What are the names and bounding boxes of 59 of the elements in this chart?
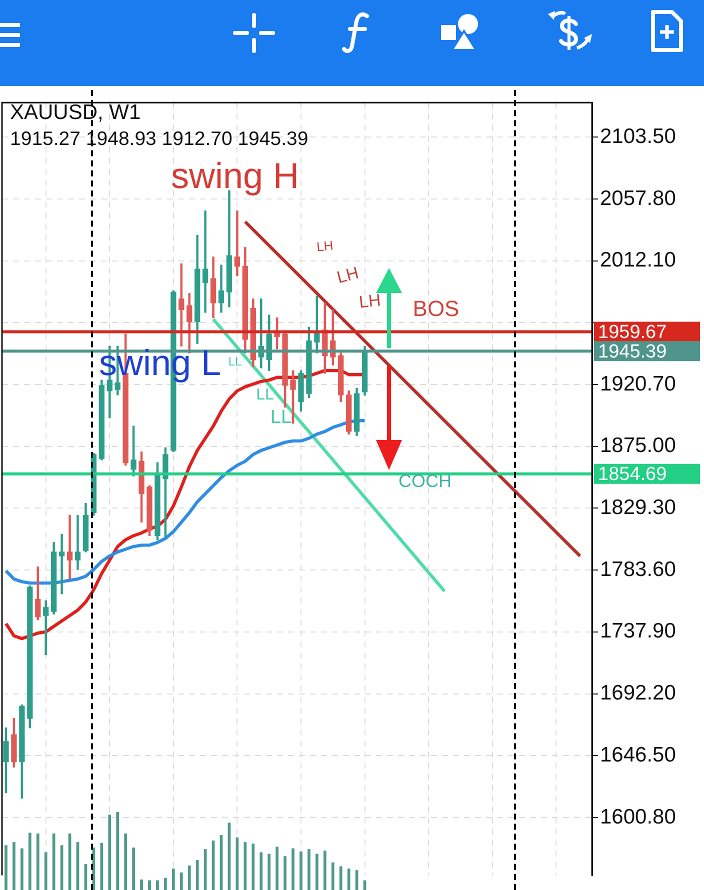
y-tick-label: 2057.80: [600, 186, 676, 210]
y-tick-label: 1600.80: [600, 805, 676, 828]
bar: [331, 862, 334, 890]
bar: [260, 852, 263, 890]
annotation: BOS: [412, 296, 460, 322]
y-tick-label: 1783.60: [600, 558, 676, 581]
bar: [52, 834, 56, 890]
annotation: LL: [256, 386, 274, 404]
bar: [300, 851, 302, 890]
ref-line-label: 1854.69: [598, 464, 667, 486]
bar: [172, 868, 175, 890]
annotation: LL: [270, 407, 292, 428]
annotation: LL: [228, 354, 242, 368]
bar: [12, 842, 16, 890]
bar: [323, 850, 326, 890]
y-tick-label: 2103.50: [600, 124, 676, 148]
bar: [252, 844, 255, 890]
annotation: swing H: [170, 154, 300, 196]
bar: [148, 880, 151, 890]
bar: [116, 812, 120, 890]
y-tick-label: 1875.00: [600, 434, 676, 458]
y-tick-label: 1692.20: [600, 682, 676, 705]
y-tick-label: 1920.70: [600, 372, 676, 396]
annotation: LH: [358, 290, 382, 312]
y-tick-label: 1829.30: [600, 496, 676, 520]
bar: [339, 866, 342, 890]
bar: [44, 852, 48, 890]
bar: [108, 814, 112, 890]
bar: [124, 834, 128, 890]
bar: [28, 832, 32, 890]
annotation: COCH: [398, 470, 452, 491]
bar: [156, 880, 159, 890]
y-tick-label: 1646.50: [600, 743, 676, 766]
bar: [347, 868, 350, 890]
bar: [268, 854, 271, 890]
bar: [180, 872, 183, 890]
annotation: LH: [316, 238, 334, 254]
bar: [292, 848, 294, 890]
annotation: LH: [334, 263, 361, 288]
bar: [196, 860, 199, 890]
bar: [20, 848, 24, 890]
bar: [276, 846, 278, 890]
bar: [4, 845, 8, 890]
text: 1915.27 1948.93 1912.70 1945.39: [10, 127, 308, 152]
bar: [36, 834, 40, 890]
bar: [316, 854, 318, 890]
ref-line-label: 1959.67: [598, 322, 667, 344]
bar: [132, 848, 135, 890]
bar: [164, 878, 167, 890]
y-tick-label: 2012.10: [600, 248, 676, 272]
bar: [188, 865, 191, 890]
bar: [244, 842, 247, 890]
bar: [100, 842, 104, 890]
bar: [308, 849, 310, 890]
y-tick-label: 1737.90: [600, 620, 676, 643]
chart-title: XAUUSD, W1: [10, 100, 142, 126]
bar: [284, 856, 286, 890]
ref-line-label: 1945.39: [598, 341, 667, 362]
bar: [140, 880, 143, 890]
